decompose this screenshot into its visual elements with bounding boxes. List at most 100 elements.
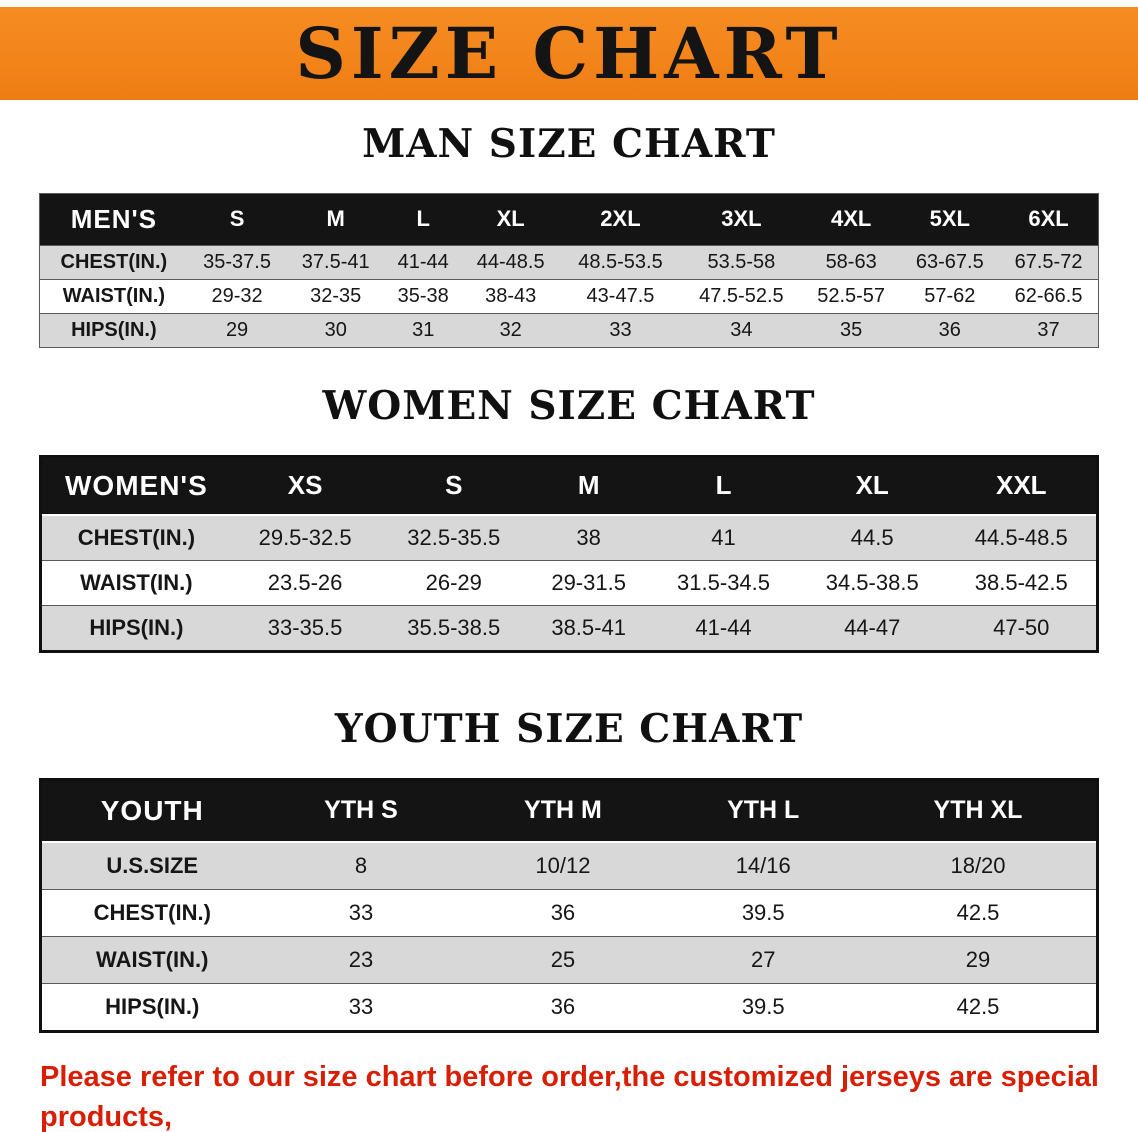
size-value-cell: 57-62 xyxy=(900,278,1000,314)
size-column-header: XS xyxy=(230,456,380,516)
size-value-cell: 58-63 xyxy=(801,244,901,280)
size-value-cell: 35.5-38.5 xyxy=(379,604,529,652)
size-value-cell: 29-32 xyxy=(187,278,287,314)
row-label-cell: CHEST(IN.) xyxy=(40,888,263,937)
row-label-cell: HIPS(IN.) xyxy=(40,604,231,652)
size-value-cell: 38-43 xyxy=(461,278,561,314)
size-value-cell: 34 xyxy=(680,312,802,348)
size-value-cell: 32.5-35.5 xyxy=(379,514,529,561)
size-value-cell: 30 xyxy=(286,312,386,348)
row-label-cell: WAIST(IN.) xyxy=(40,935,263,984)
women-section-heading: WOMEN SIZE CHART xyxy=(322,382,816,429)
banner: SIZE CHART xyxy=(0,7,1138,100)
youth-size-section: YOUTH SIZE CHART YOUTH YTH S YTH M YTH L YTH… xyxy=(0,705,1138,1033)
table-title-cell: MEN'S xyxy=(39,193,188,246)
page-title: SIZE CHART xyxy=(295,11,843,95)
size-value-cell: 44.5-48.5 xyxy=(946,514,1098,561)
size-value-cell: 37 xyxy=(999,312,1099,348)
size-column-header: 4XL xyxy=(801,193,901,246)
size-column-header: 6XL xyxy=(999,193,1099,246)
measurement-row: CHEST(IN.) 33 36 39.5 42.5 xyxy=(40,888,1098,937)
size-value-cell: 38.5-42.5 xyxy=(946,559,1098,606)
size-value-cell: 35-37.5 xyxy=(187,244,287,280)
size-value-cell: 47-50 xyxy=(946,604,1098,652)
size-value-cell: 31 xyxy=(385,312,462,348)
size-value-cell: 52.5-57 xyxy=(801,278,901,314)
size-value-cell: 23 xyxy=(262,935,460,984)
size-value-cell: 25 xyxy=(459,935,667,984)
table-title-cell: WOMEN'S xyxy=(40,456,231,516)
size-value-cell: 10/12 xyxy=(459,841,667,890)
measurement-row: WAIST(IN.) 23 25 27 29 xyxy=(40,935,1098,984)
size-value-cell: 14/16 xyxy=(666,841,861,890)
size-value-cell: 41 xyxy=(649,514,798,561)
youth-section-heading: YOUTH SIZE CHART xyxy=(334,705,804,752)
size-value-cell: 42.5 xyxy=(860,888,1098,937)
size-value-cell: 47.5-52.5 xyxy=(680,278,802,314)
youth-size-table: YOUTH YTH S YTH M YTH L YTH XL U.S.SIZE 8 10/1… xyxy=(39,777,1099,1033)
size-value-cell: 27 xyxy=(666,935,861,984)
size-value-cell: 32 xyxy=(461,312,561,348)
size-value-cell: 31.5-34.5 xyxy=(649,559,798,606)
youth-table-header-row: YOUTH YTH S YTH M YTH L YTH XL xyxy=(40,779,1098,843)
size-column-header: YTH S xyxy=(262,779,460,843)
size-value-cell: 42.5 xyxy=(860,982,1098,1032)
size-value-cell: 62-66.5 xyxy=(999,278,1099,314)
table-title-cell: YOUTH xyxy=(40,779,263,843)
size-column-header: 2XL xyxy=(560,193,681,246)
size-value-cell: 43-47.5 xyxy=(560,278,681,314)
women-size-table: WOMEN'S XS S M L XL XXL CHEST(IN.) 29.5-32.5 32.… xyxy=(39,454,1099,653)
measurement-row: WAIST(IN.) 23.5-26 26-29 29-31.5 31.5-34.5 34… xyxy=(40,559,1098,606)
row-label-cell: HIPS(IN.) xyxy=(40,982,263,1032)
size-value-cell: 32-35 xyxy=(286,278,386,314)
women-table-header-row: WOMEN'S XS S M L XL XXL xyxy=(40,456,1098,516)
size-column-header: 5XL xyxy=(900,193,1000,246)
size-column-header: L xyxy=(385,193,462,246)
measurement-row: U.S.SIZE 8 10/12 14/16 18/20 xyxy=(40,841,1098,890)
row-label-cell: HIPS(IN.) xyxy=(39,312,188,348)
size-value-cell: 36 xyxy=(459,888,667,937)
women-size-section: WOMEN SIZE CHART WOMEN'S XS S M L XL XXL CHEST… xyxy=(0,382,1138,653)
size-value-cell: 36 xyxy=(459,982,667,1032)
measurement-row: HIPS(IN.) 33 36 39.5 42.5 xyxy=(40,982,1098,1032)
size-value-cell: 39.5 xyxy=(666,888,861,937)
measurement-row: HIPS(IN.) 33-35.5 35.5-38.5 38.5-41 41-44 44-… xyxy=(40,604,1098,652)
size-column-header: M xyxy=(528,456,650,516)
men-section-heading: MAN SIZE CHART xyxy=(362,121,776,167)
size-value-cell: 33 xyxy=(560,312,681,348)
size-value-cell: 33 xyxy=(262,888,460,937)
size-value-cell: 34.5-38.5 xyxy=(797,559,947,606)
row-label-cell: WAIST(IN.) xyxy=(40,559,231,606)
size-value-cell: 35-38 xyxy=(385,278,462,314)
size-value-cell: 44-47 xyxy=(797,604,947,652)
measurement-row: HIPS(IN.) 29 30 31 32 33 34 35 36 37 xyxy=(39,312,1099,348)
measurement-row: WAIST(IN.) 29-32 32-35 35-38 38-43 43-47.5 47.… xyxy=(39,278,1099,314)
size-value-cell: 39.5 xyxy=(666,982,861,1032)
size-value-cell: 63-67.5 xyxy=(900,244,1000,280)
size-value-cell: 37.5-41 xyxy=(286,244,386,280)
size-value-cell: 29 xyxy=(187,312,287,348)
size-column-header: YTH M xyxy=(459,779,667,843)
size-column-header: S xyxy=(379,456,529,516)
size-value-cell: 29.5-32.5 xyxy=(230,514,380,561)
row-label-cell: WAIST(IN.) xyxy=(39,278,188,314)
size-value-cell: 29-31.5 xyxy=(528,559,650,606)
size-value-cell: 38 xyxy=(528,514,650,561)
size-column-header: 3XL xyxy=(680,193,802,246)
size-column-header: XL xyxy=(797,456,947,516)
size-value-cell: 26-29 xyxy=(379,559,529,606)
size-value-cell: 67.5-72 xyxy=(999,244,1099,280)
row-label-cell: CHEST(IN.) xyxy=(39,244,188,280)
size-value-cell: 41-44 xyxy=(385,244,462,280)
size-value-cell: 29 xyxy=(860,935,1098,984)
row-label-cell: CHEST(IN.) xyxy=(40,514,231,561)
size-column-header: S xyxy=(187,193,287,246)
size-value-cell: 53.5-58 xyxy=(680,244,802,280)
size-value-cell: 36 xyxy=(900,312,1000,348)
size-value-cell: 33-35.5 xyxy=(230,604,380,652)
size-column-header: L xyxy=(649,456,798,516)
size-column-header: YTH L xyxy=(666,779,861,843)
measurement-row: CHEST(IN.) 29.5-32.5 32.5-35.5 38 41 44.5 44.5… xyxy=(40,514,1098,561)
size-value-cell: 33 xyxy=(262,982,460,1032)
